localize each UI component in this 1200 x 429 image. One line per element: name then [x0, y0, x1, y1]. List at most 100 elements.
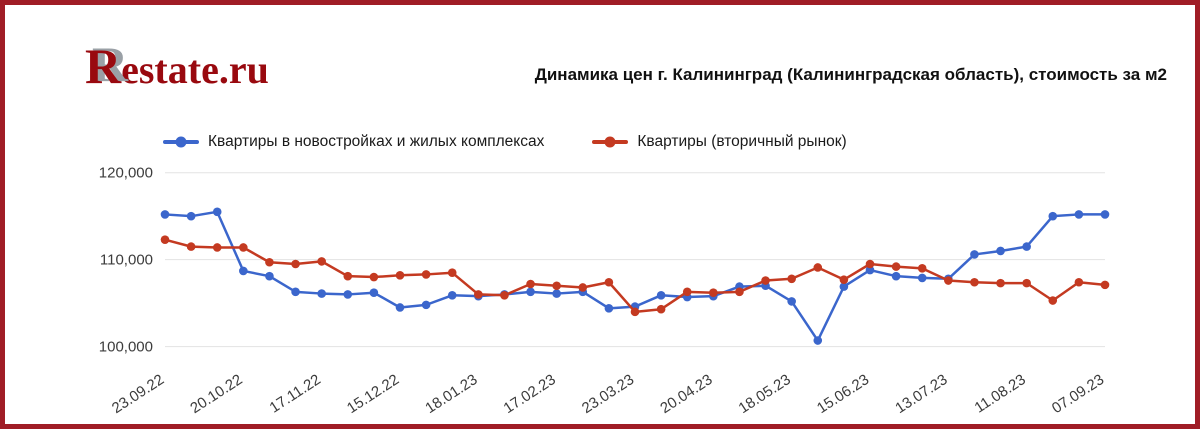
data-point — [186, 242, 196, 251]
x-axis-label: 23.03.23 — [579, 371, 637, 417]
data-point — [996, 246, 1005, 256]
data-point — [291, 287, 300, 297]
chart-title: Динамика цен г. Калининград (Калининград… — [534, 65, 1167, 84]
data-point — [630, 307, 640, 317]
data-point — [212, 243, 222, 252]
data-point — [160, 235, 170, 244]
data-point — [160, 210, 170, 219]
data-point — [526, 279, 535, 289]
data-point — [1022, 242, 1031, 251]
data-point — [891, 271, 901, 281]
data-point — [552, 289, 561, 298]
data-point — [813, 263, 823, 272]
data-point — [1074, 277, 1084, 287]
data-point — [656, 304, 666, 314]
legend-label-secondary: Квартиры (вторичный рынок) — [637, 133, 847, 150]
series-line-1 — [163, 238, 1107, 314]
data-point — [552, 281, 561, 291]
data-point — [239, 266, 248, 276]
chart-legend: Квартиры в новостройках и жилых комплекс… — [163, 133, 847, 151]
data-point — [447, 268, 457, 277]
data-point — [682, 287, 692, 297]
data-point — [317, 289, 326, 298]
data-point — [1074, 210, 1084, 219]
data-point — [656, 291, 666, 300]
data-point — [447, 291, 457, 300]
data-point — [1048, 296, 1058, 305]
y-axis-label: 110,000 — [100, 252, 153, 269]
data-point — [317, 257, 326, 266]
data-point — [839, 275, 849, 284]
logo-letter-shadow: R — [92, 36, 129, 92]
data-point — [186, 211, 196, 221]
data-point — [343, 271, 353, 281]
data-point — [761, 276, 770, 285]
legend-swatch-primary — [163, 136, 199, 148]
data-point — [526, 287, 535, 297]
data-point — [369, 288, 379, 297]
data-point — [865, 259, 875, 269]
data-point — [604, 304, 614, 313]
x-axis-label: 15.06.23 — [814, 371, 872, 417]
data-point — [265, 257, 274, 267]
legend-dot-icon — [604, 136, 616, 148]
data-point — [891, 262, 901, 271]
data-point — [1100, 280, 1110, 290]
data-point — [395, 271, 405, 280]
data-point — [1022, 278, 1031, 288]
data-point — [917, 264, 927, 273]
legend-dot-icon — [175, 136, 187, 148]
data-point — [604, 277, 614, 287]
data-point — [369, 272, 379, 282]
data-point — [709, 288, 718, 297]
x-axis-label: 11.08.23 — [972, 371, 1029, 416]
x-axis-label: 17.11.22 — [267, 371, 324, 416]
price-chart-svg: 100,000 110,000 120,000 23.09.22 20.10.22 17.… — [99, 165, 1110, 417]
data-point — [1048, 211, 1058, 221]
data-point — [421, 270, 431, 279]
data-point — [839, 282, 849, 291]
legend-item-secondary: Квартиры (вторичный рынок) — [592, 133, 847, 151]
data-point — [944, 276, 953, 285]
y-axis-label: 100,000 — [99, 339, 153, 356]
data-point — [1100, 210, 1110, 219]
logo-text: estate.ru — [121, 47, 269, 92]
data-point — [343, 290, 353, 299]
legend-item-primary: Квартиры в новостройках и жилых комплекс… — [163, 133, 544, 151]
data-point — [421, 300, 431, 310]
data-point — [865, 265, 875, 275]
data-point — [735, 287, 744, 297]
price-chart: 100,000 110,000 120,000 23.09.22 20.10.22 17.… — [40, 150, 1170, 424]
x-axis-label: 13.07.23 — [892, 371, 950, 417]
data-point — [578, 283, 588, 292]
legend-swatch-secondary — [592, 136, 629, 148]
x-axis-label: 17.02.23 — [501, 371, 559, 417]
y-axis-label: 120,000 — [99, 165, 153, 182]
data-point — [813, 336, 823, 345]
data-point — [996, 278, 1005, 288]
x-axis-label: 18.01.23 — [422, 371, 480, 417]
x-axis-label: 20.10.22 — [187, 371, 245, 417]
data-point — [265, 271, 274, 281]
data-point — [500, 291, 509, 300]
data-point — [970, 277, 979, 287]
x-axis-label: 23.09.22 — [109, 371, 167, 417]
x-axis-label: 18.05.23 — [736, 371, 794, 417]
data-point — [917, 273, 927, 283]
x-axis-label: 15.12.22 — [344, 371, 402, 417]
data-point — [395, 303, 405, 312]
data-point — [970, 250, 979, 259]
data-point — [291, 259, 300, 269]
restate-logo: R Restate.ru — [85, 36, 269, 94]
data-point — [474, 290, 483, 299]
x-axis-label: 07.09.23 — [1049, 371, 1107, 417]
legend-label-primary: Квартиры в новостройках и жилых комплекс… — [208, 133, 545, 150]
data-point — [787, 274, 796, 284]
data-point — [212, 207, 222, 217]
data-point — [239, 243, 248, 252]
x-axis-label: 20.04.23 — [657, 371, 715, 417]
data-point — [787, 297, 796, 306]
series-line-0 — [163, 210, 1107, 342]
